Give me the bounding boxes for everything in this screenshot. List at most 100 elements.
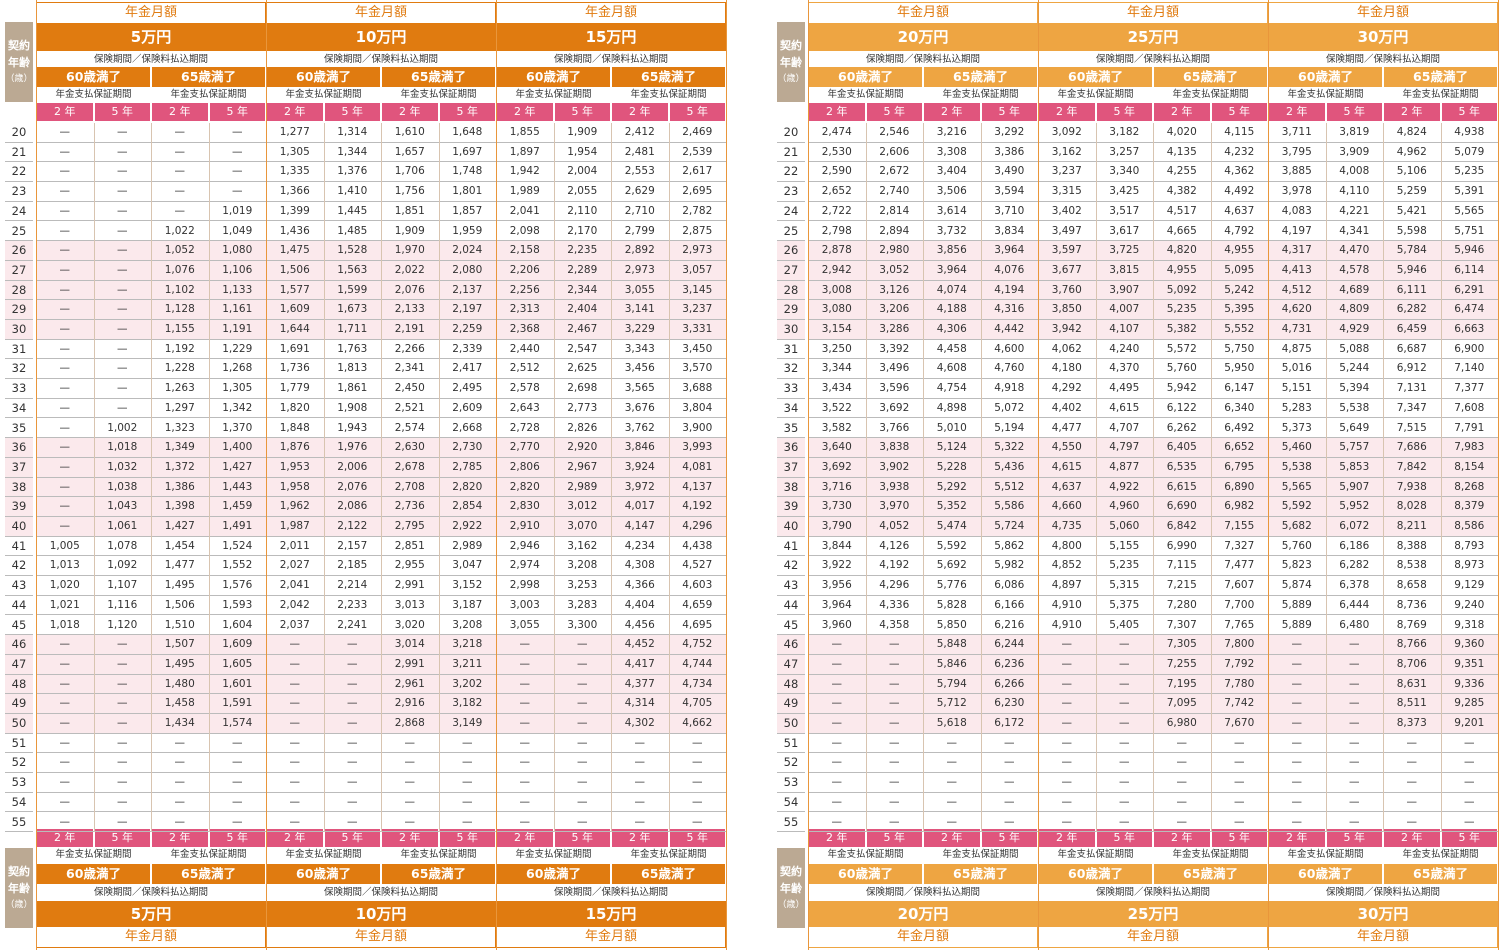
table-cell: 2,629 <box>624 185 655 198</box>
table-cell: 1,228 <box>164 362 195 375</box>
table-cell: — <box>462 815 473 828</box>
year-5-label: 5 年 <box>1441 829 1497 847</box>
table-row: 1,848 1,943 2,574 2,668 <box>266 419 496 439</box>
table-cell: — <box>174 756 186 769</box>
table-cell: 2,412 <box>624 126 655 138</box>
table-cell: — <box>59 421 71 434</box>
column-divider <box>1325 123 1327 833</box>
table-cell: 9,129 <box>1454 579 1485 592</box>
table-cell: — <box>232 756 243 769</box>
table-cell: — <box>1176 756 1188 769</box>
age-cell: 34 <box>777 399 805 419</box>
table-cell: — <box>1349 717 1360 729</box>
table-cell: 1,576 <box>222 579 253 592</box>
table-cell: 5,946 <box>1454 244 1485 257</box>
table-cell: — <box>634 776 646 789</box>
table-cell: 2,830 <box>509 500 540 513</box>
column-divider <box>611 123 612 833</box>
table-cell: — <box>117 756 128 769</box>
table-cell: 1,962 <box>279 500 310 513</box>
table-cell: 1,192 <box>164 342 195 355</box>
table-cell: 3,960 <box>821 618 852 631</box>
table-cell: 8,793 <box>1454 539 1485 552</box>
table-cell: 4,495 <box>1109 382 1140 395</box>
table-cell: 1,436 <box>279 224 310 237</box>
table-cell: 5,375 <box>1109 598 1140 611</box>
table-cell: 5,757 <box>1339 441 1370 454</box>
table-cell: 1,609 <box>279 303 310 316</box>
table-cell: 1,038 <box>107 480 138 493</box>
table-cell: 3,597 <box>1051 244 1082 257</box>
table-cell: 2,916 <box>394 697 425 710</box>
table-cell: 2,341 <box>394 362 425 375</box>
table-cell: 3,676 <box>624 401 655 414</box>
table-cell: 6,166 <box>994 598 1025 611</box>
table-cell: 4,760 <box>994 362 1025 375</box>
table-cell: 1,610 <box>394 126 425 138</box>
age-label-line1: 契約 <box>780 38 802 52</box>
table-cell: 1,005 <box>49 539 80 552</box>
age-cell: 46 <box>5 635 33 655</box>
table-cell: 1,092 <box>107 559 138 572</box>
table-cell: 1,756 <box>394 185 425 198</box>
year-5-label: 5 年 <box>1211 103 1267 121</box>
table-cell: 2,894 <box>879 224 910 237</box>
table-cell: 1,342 <box>222 401 253 414</box>
table-cell: 4,875 <box>1281 342 1312 355</box>
table-cell: 4,820 <box>1166 244 1197 257</box>
guarantee-label: 年金支払保証期間 <box>55 89 132 100</box>
table-cell: 4,456 <box>624 618 655 631</box>
table-cell: 7,700 <box>1224 598 1255 611</box>
table-cell: 4,362 <box>1224 165 1255 178</box>
monthly-amount: 30万円 <box>1268 24 1498 51</box>
table-cell: — <box>59 185 71 198</box>
year-5-label: 5 年 <box>324 829 380 847</box>
year-2-label: 2 年 <box>1154 829 1210 847</box>
table-cell: 2,736 <box>394 500 425 513</box>
age-cell: 38 <box>777 477 805 498</box>
age-cell: 26 <box>5 241 33 261</box>
year-5-label: 5 年 <box>981 103 1037 121</box>
table-cell: — <box>1004 795 1015 808</box>
table-cell: 4,341 <box>1339 224 1370 237</box>
table-cell: 2,004 <box>567 165 598 178</box>
year-5-label: 5 年 <box>1326 103 1382 121</box>
table-cell: 4,452 <box>624 638 655 651</box>
table-cell: 4,744 <box>682 657 713 670</box>
table-cell: 2,798 <box>821 224 852 237</box>
table-cell: — <box>59 657 71 670</box>
table-cell: — <box>692 815 703 828</box>
table-cell: 1,370 <box>222 421 253 434</box>
table-cell: — <box>59 500 71 513</box>
table-cell: 2,137 <box>452 283 483 296</box>
table-cell: 8,388 <box>1396 539 1427 552</box>
table-cell: 7,515 <box>1396 421 1427 434</box>
table-cell: — <box>404 776 416 789</box>
table-cell: 4,578 <box>1339 263 1370 276</box>
table-cell: 3,614 <box>936 204 967 217</box>
age-cell: 28 <box>777 280 805 301</box>
plan-60-label: 60歳満了 <box>497 864 610 884</box>
table-cell: 8,379 <box>1454 500 1485 513</box>
table-cell: 3,013 <box>394 598 425 611</box>
table-cell: — <box>462 756 473 769</box>
table-cell: 5,016 <box>1281 362 1312 375</box>
table-cell: — <box>1234 736 1245 749</box>
table-cell: 3,710 <box>994 204 1025 217</box>
table-cell: 6,480 <box>1339 618 1370 631</box>
monthly-amount: 5万円 <box>36 901 266 928</box>
age-header-label: 契約 年齢 （歳） <box>777 22 805 102</box>
table-cell: 3,126 <box>879 283 910 296</box>
table-cell: 2,027 <box>279 559 310 572</box>
year-2-label: 2 年 <box>809 829 865 847</box>
table-cell: 1,335 <box>279 165 310 178</box>
table-cell: 3,844 <box>821 539 852 552</box>
age-label-line2: 年齢 <box>8 55 30 69</box>
table-cell: 4,800 <box>1051 539 1082 552</box>
age-cell: 52 <box>5 753 33 774</box>
table-cell: 1,366 <box>279 185 310 198</box>
table-cell: — <box>1234 776 1245 789</box>
table-cell: 1,080 <box>222 244 253 257</box>
table-cell: 1,477 <box>164 559 195 572</box>
period-label: 保険期間／保険料払込期間 <box>323 887 438 898</box>
